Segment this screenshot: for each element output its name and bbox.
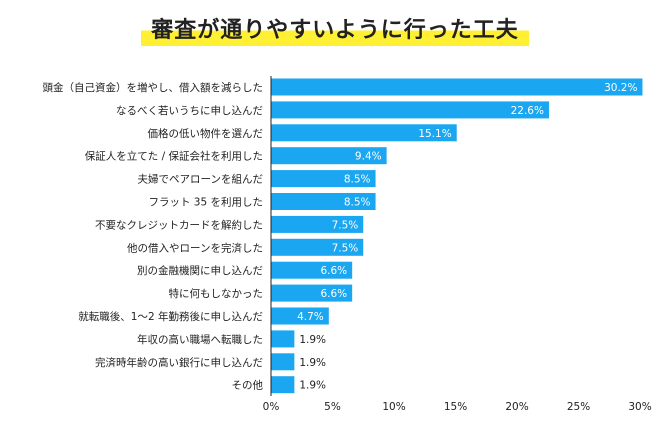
data-label-8: 7.5% [332,242,359,254]
chart-title-wrap: 審査が通りやすいように行った工夫 [0,14,670,54]
bar-14 [271,376,295,394]
category-label-6: フラット 35 を利用した [148,197,263,209]
category-label-3: 価格の低い物件を選んだ [148,127,264,140]
category-label-1: 頭金（自己資金）を増やし、借入額を減らした [43,81,264,94]
bar-12 [271,330,295,348]
bar-6 [271,193,376,210]
data-label-13: 1.9% [299,357,326,369]
x-tick-label-30: 30% [628,401,651,413]
x-tick-label-5: 5% [324,401,341,413]
data-label-3: 15.1% [418,128,451,140]
bar-7 [271,215,364,233]
category-label-12: 年収の高い職場へ転職した [137,333,263,346]
category-label-4: 保証人を立てた / 保証会社を利用した [85,150,263,163]
data-label-9: 6.6% [320,265,347,277]
bar-9 [271,261,353,279]
x-tick-label-25: 25% [567,401,590,413]
bar-8 [271,238,364,256]
bar-4 [271,147,387,165]
bar-5 [271,170,376,188]
bar-10 [271,284,353,302]
data-label-12: 1.9% [299,334,326,346]
data-label-7: 7.5% [332,219,359,231]
chart-title: 審査が通りやすいように行った工夫 [141,14,529,46]
x-tick-label-0: 0% [263,401,280,413]
bar-3 [271,124,457,142]
category-label-14: その他 [232,379,264,392]
data-label-1: 30.2% [604,82,637,94]
category-label-10: 特に何もしなかった [169,287,264,300]
data-label-5: 8.5% [344,174,371,186]
x-tick-label-20: 20% [505,401,528,413]
data-label-14: 1.9% [299,380,326,392]
category-label-11: 就転職後、1～2 年勤務後に申し込んだ [78,310,263,323]
data-label-6: 8.5% [344,197,371,209]
data-label-10: 6.6% [320,288,347,300]
data-label-4: 9.4% [355,151,382,163]
bar-1 [271,78,643,96]
x-tick-label-10: 10% [382,401,405,413]
category-label-7: 不要なクレジットカードを解約した [95,218,263,231]
category-label-13: 完済時年齢の高い銀行に申し込んだ [95,356,263,369]
bar-13 [271,353,295,371]
category-label-8: 他の借入やローンを完済した [127,241,263,254]
category-label-9: 別の金融機関に申し込んだ [137,264,263,277]
data-label-2: 22.6% [511,105,544,117]
category-label-5: 夫婦でペアローンを組んだ [138,173,263,186]
bar-11 [271,307,329,325]
bar-2 [271,101,549,119]
x-tick-label-15: 15% [444,401,467,413]
category-label-2: なるべく若いうちに申し込んだ [116,104,263,117]
data-label-11: 4.7% [297,311,324,323]
